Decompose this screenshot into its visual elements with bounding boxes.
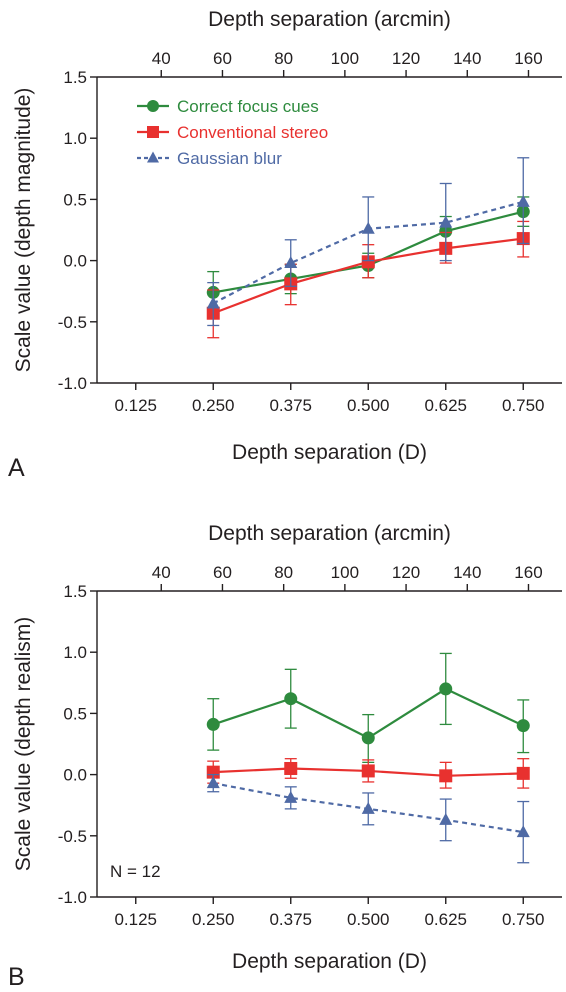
data-point-square [439,769,453,783]
x2-tick-label: 140 [453,563,481,582]
x2-tick-label: 120 [392,563,420,582]
data-point-triangle [361,801,375,814]
x2-tick-label: 80 [274,49,293,68]
x-tick-label: 0.375 [269,396,312,415]
data-point-triangle [361,221,375,234]
data-point-triangle [284,790,298,803]
x2-tick-label: 40 [152,563,171,582]
x-axis-title: Depth separation (D) [232,441,427,464]
series-gaussian-blur [206,773,530,864]
data-point-circle [516,719,530,733]
y-tick-label: 1.0 [63,129,87,148]
x-tick-label: 0.500 [347,396,390,415]
data-point-triangle [439,812,453,825]
y-tick-label: 1.5 [63,68,87,87]
sample-size-annotation: N = 12 [110,862,161,881]
data-point-circle [361,731,375,745]
data-point-triangle [206,776,220,789]
x-tick-label: 0.125 [114,910,157,929]
legend-label: Correct focus cues [177,97,319,116]
y-tick-label: 1.0 [63,643,87,662]
x-tick-label: 0.625 [424,396,467,415]
data-point-square [361,764,375,778]
legend-item: Gaussian blur [137,149,282,168]
chart-panel-a: -1.0 -0.5 0.0 0.5 1.0 1.5 0.125 0.250 0.375 0.500… [8,8,562,482]
y-tick-label: -0.5 [58,827,87,846]
legend: Correct focus cues Conventional stereo Gau… [137,97,328,168]
y-tick-label: 0.0 [63,252,87,271]
legend-marker-square [147,126,159,138]
y-axis-title: Scale value (depth magnitude) [12,88,35,373]
x-tick-label: 0.125 [114,396,157,415]
legend-marker-circle [147,100,159,112]
y-tick-label: 0.5 [63,704,87,723]
x2-axis-title: Depth separation (arcmin) [208,522,451,545]
y-tick-label: -1.0 [58,374,87,393]
data-point-square [284,761,298,775]
x-tick-label: 0.375 [269,910,312,929]
data-point-triangle [516,194,530,207]
x2-tick-label: 120 [392,49,420,68]
x2-tick-label: 60 [213,49,232,68]
data-point-circle [284,692,298,706]
y-axis-title: Scale value (depth realism) [12,617,35,871]
x-tick-label: 0.500 [347,910,390,929]
y-tick-label: -0.5 [58,313,87,332]
x2-tick-label: 160 [514,563,542,582]
x2-tick-label: 80 [274,563,293,582]
data-point-square [361,255,375,269]
x2-tick-label: 100 [331,49,359,68]
data-point-circle [206,717,220,731]
x2-tick-label: 40 [152,49,171,68]
x-tick-label: 0.250 [192,910,235,929]
x-tick-label: 0.250 [192,396,235,415]
legend-label: Gaussian blur [177,149,282,168]
series-gaussian-blur [206,157,530,327]
series-conventional-stereo [206,758,530,789]
x2-axis-title: Depth separation (arcmin) [208,8,451,31]
x-tick-label: 0.750 [502,396,545,415]
x2-tick-label: 160 [514,49,542,68]
data-point-triangle [439,215,453,228]
legend-item: Correct focus cues [137,97,319,116]
x-tick-label: 0.750 [502,910,545,929]
x2-tick-label: 60 [213,563,232,582]
legend-label: Conventional stereo [177,123,328,142]
y-tick-label: 0.0 [63,766,87,785]
data-point-triangle [206,296,220,309]
x2-tick-label: 140 [453,49,481,68]
chart-panel-b: -1.0 -0.5 0.0 0.5 1.0 1.5 0.125 0.250 0.375 0.500… [8,522,562,991]
y-tick-label: 0.5 [63,190,87,209]
series-correct-focus-cues [206,652,530,764]
panel-letter: A [8,454,25,482]
x-tick-label: 0.625 [424,910,467,929]
legend-item: Conventional stereo [137,123,328,142]
y-tick-label: -1.0 [58,888,87,907]
y-tick-label: 1.5 [63,582,87,601]
data-point-square [206,765,220,779]
x2-tick-label: 100 [331,563,359,582]
panel-letter: B [8,963,25,991]
data-point-triangle [516,825,530,838]
data-point-square [516,766,530,780]
data-point-triangle [284,256,298,269]
data-point-circle [439,682,453,696]
x-axis-title: Depth separation (D) [232,950,427,973]
legend-marker-triangle [147,151,159,163]
